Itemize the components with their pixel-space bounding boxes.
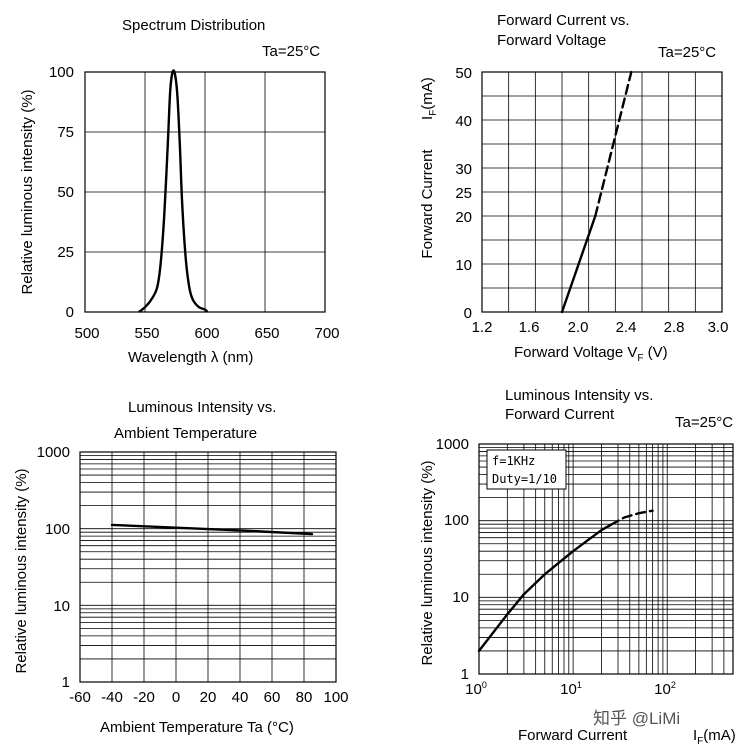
spectrum-x-tick: 700 [314, 325, 339, 342]
spectrum-x-tick: 500 [74, 325, 99, 342]
iv-ta-x-tick: -20 [133, 689, 155, 706]
spectrum-series-line-solid-0 [138, 69, 209, 313]
if-vf-y-tick: 40 [455, 113, 472, 130]
iv-if-title-line2: Forward Current [505, 406, 615, 423]
spectrum-y-tick: 75 [57, 124, 74, 141]
iv-if-x-tick: 101 [560, 680, 582, 698]
spectrum-x-tick: 600 [194, 325, 219, 342]
iv-if-annotation-line: f=1KHz [492, 454, 535, 468]
watermark: 知乎 @LiMi [593, 709, 680, 728]
if-vf-plot-frame [481, 71, 723, 313]
iv-ta-grid [80, 452, 336, 682]
iv-ta-title: Luminous Intensity vs. [128, 399, 276, 416]
iv-if-annotation-box: f=1KHz Duty=1/10 [486, 449, 567, 490]
iv-ta-title-line2: Ambient Temperature [114, 425, 257, 442]
if-vf-x-label: Forward Voltage VF (V) [514, 344, 668, 364]
if-vf-x-tick: 1.6 [519, 319, 540, 336]
iv-if-plot-frame [478, 443, 734, 675]
iv-ta-y-tick: 1 [62, 674, 70, 691]
iv-if-x-unit: IF(mA) [693, 727, 736, 747]
iv-if-y-tick: 100 [444, 512, 469, 529]
iv-ta-plot-frame [79, 451, 337, 683]
iv-ta-x-label: Ambient Temperature Ta (°C) [100, 719, 294, 736]
iv-ta-y-tick: 100 [45, 521, 70, 538]
if-vf-series-line-solid-0 [560, 214, 597, 314]
iv-if-x-tick: 100 [465, 680, 487, 698]
if-vf-series [560, 70, 633, 314]
if-vf-grid [482, 72, 722, 312]
iv-if-y-label: Relative luminous intensity (%) [419, 460, 436, 665]
if-vf-x-tick: 3.0 [708, 319, 729, 336]
iv-if-series-line-dashed-1 [609, 509, 654, 527]
if-vf-title-line2: Forward Voltage [497, 32, 606, 49]
spectrum-plot-frame [84, 71, 326, 313]
iv-ta-x-tick: -40 [101, 689, 123, 706]
if-vf-y-ticks: 0 10 20 25 30 40 50 [455, 65, 472, 322]
iv-if-x-label: Forward Current [518, 727, 628, 744]
spectrum-y-tick: 0 [66, 304, 74, 321]
if-vf-x-tick: 2.4 [616, 319, 637, 336]
if-vf-y-tick: 30 [455, 161, 472, 178]
iv-if-annotation-frame [486, 449, 567, 490]
spectrum-x-label: Wavelength λ (nm) [128, 349, 253, 366]
if-vf-x-ticks: 1.2 1.6 2.0 2.4 2.8 3.0 [472, 319, 729, 336]
iv-ta-y-tick: 1000 [37, 444, 70, 461]
spectrum-y-ticks: 0 25 50 75 100 [49, 64, 74, 321]
spectrum-y-tick: 25 [57, 244, 74, 261]
iv-ta-x-tick: 80 [296, 689, 313, 706]
if-vf-y-tick: 50 [455, 65, 472, 82]
iv-ta-y-tick: 10 [53, 598, 70, 615]
spectrum-y-label: Relative luminous intensity (%) [19, 89, 36, 294]
if-vf-y-tick: 0 [464, 305, 472, 322]
spectrum-series [138, 69, 209, 313]
if-vf-condition: Ta=25°C [658, 44, 716, 61]
if-vf-chart: Forward Current vs. Forward Voltage Ta=2… [419, 12, 728, 364]
iv-ta-x-tick: 20 [200, 689, 217, 706]
if-vf-y-tick: 10 [455, 257, 472, 274]
iv-if-condition: Ta=25°C [675, 414, 733, 431]
if-vf-x-tick: 1.2 [472, 319, 493, 336]
iv-ta-x-ticks: -60 -40 -20 0 20 40 60 80 100 [69, 689, 348, 706]
iv-ta-series-line-solid-0 [110, 523, 314, 536]
iv-ta-chart: Luminous Intensity vs. Ambient Temperatu… [13, 399, 349, 736]
spectrum-x-tick: 550 [134, 325, 159, 342]
if-vf-y-tick: 25 [455, 185, 472, 202]
iv-ta-x-tick: -60 [69, 689, 91, 706]
if-vf-x-tick: 2.0 [568, 319, 589, 336]
iv-ta-x-tick: 0 [172, 689, 180, 706]
iv-ta-x-tick: 60 [264, 689, 281, 706]
spectrum-title: Spectrum Distribution [122, 17, 265, 34]
if-vf-y-label: Forward Current [419, 149, 436, 259]
iv-if-x-ticks: 100 101 102 [465, 680, 676, 698]
iv-ta-y-label: Relative luminous intensity (%) [13, 468, 30, 673]
iv-if-chart: Luminous Intensity vs. Forward Current T… [419, 387, 736, 747]
iv-ta-y-ticks: 1 10 100 1000 [37, 444, 70, 691]
if-vf-y-unit: IF(mA) [419, 77, 439, 120]
iv-if-y-ticks: 1 10 100 1000 [436, 436, 469, 683]
spectrum-x-ticks: 500 550 600 650 700 [74, 325, 339, 342]
iv-if-series [477, 509, 654, 653]
iv-if-title: Luminous Intensity vs. [505, 387, 653, 404]
if-vf-series-line-dashed-1 [594, 70, 633, 218]
iv-ta-x-tick: 100 [323, 689, 348, 706]
spectrum-x-tick: 650 [254, 325, 279, 342]
iv-if-y-tick: 1000 [436, 436, 469, 453]
spectrum-chart: Spectrum Distribution Ta=25°C 0 25 50 75… [19, 17, 340, 366]
spectrum-grid [85, 72, 325, 312]
if-vf-x-tick: 2.8 [664, 319, 685, 336]
iv-if-x-tick: 102 [654, 680, 676, 698]
spectrum-condition: Ta=25°C [262, 43, 320, 60]
spectrum-y-tick: 50 [57, 184, 74, 201]
if-vf-y-tick: 20 [455, 209, 472, 226]
spectrum-y-tick: 100 [49, 64, 74, 81]
if-vf-title: Forward Current vs. [497, 12, 630, 29]
iv-if-y-tick: 1 [461, 666, 469, 683]
iv-ta-series [110, 523, 314, 536]
iv-if-series-line-solid-0 [477, 523, 612, 653]
iv-ta-x-tick: 40 [232, 689, 249, 706]
iv-if-annotation-line: Duty=1/10 [492, 472, 557, 486]
iv-if-y-tick: 10 [452, 589, 469, 606]
